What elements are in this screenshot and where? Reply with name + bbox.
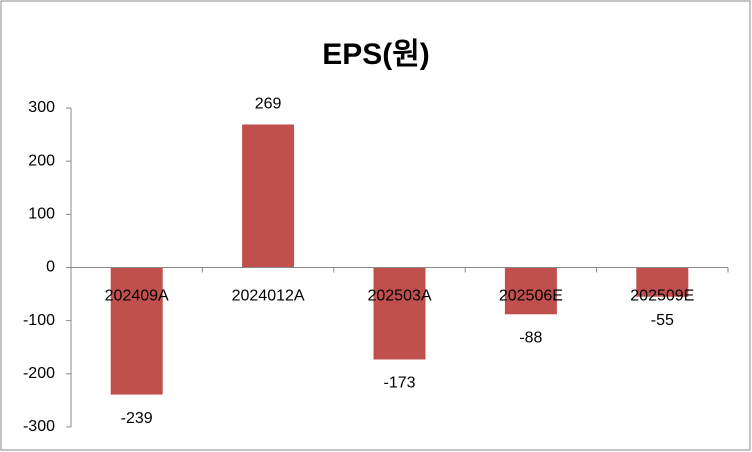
y-tick-label: 100: [28, 206, 55, 223]
data-label: -173: [383, 375, 415, 392]
bar: [504, 267, 557, 315]
x-tick-label: 202409A: [105, 288, 169, 305]
y-tick-label: 0: [46, 259, 55, 276]
y-tick-label: 200: [28, 152, 55, 169]
chart-title: EPS(원): [322, 38, 430, 71]
bar: [636, 267, 689, 297]
x-tick-label: 2024012A: [232, 288, 305, 305]
y-tick-label: -200: [23, 365, 55, 382]
x-tick-label: 202503A: [367, 288, 431, 305]
bar: [242, 124, 295, 268]
bar: [373, 267, 426, 360]
y-tick-label: 300: [28, 99, 55, 116]
data-label: -55: [651, 312, 674, 329]
x-tick-label: 202506E: [499, 288, 563, 305]
data-label: 269: [255, 96, 282, 113]
y-tick-label: -300: [23, 418, 55, 435]
data-label: -239: [121, 410, 153, 427]
y-tick-label: -100: [23, 312, 55, 329]
bar: [110, 267, 163, 395]
data-label: -88: [519, 330, 542, 347]
x-tick-label: 202509E: [630, 288, 694, 305]
